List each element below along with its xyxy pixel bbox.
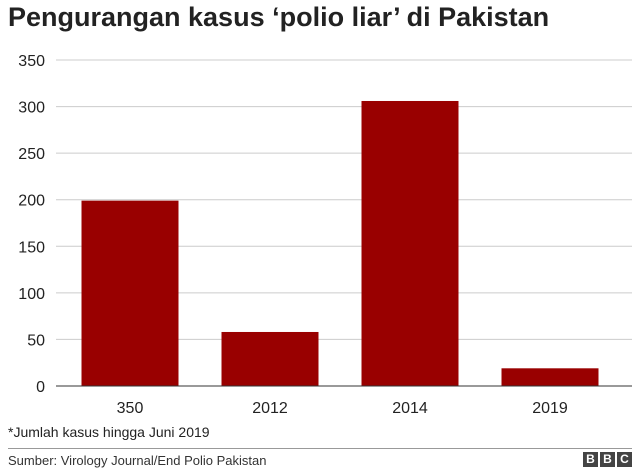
bar-2012 (221, 331, 319, 386)
y-tick-label: 150 (18, 239, 45, 256)
y-tick-label: 300 (18, 100, 45, 117)
y-tick-label: 350 (18, 53, 45, 70)
bars (81, 100, 599, 387)
x-tick-label: 350 (117, 400, 144, 417)
source-note: Sumber: Virology Journal/End Polio Pakis… (8, 453, 267, 468)
bar-2014 (361, 100, 459, 387)
logo-letter-b1: B (583, 452, 598, 467)
chart-title: Pengurangan kasus ‘polio liar’ di Pakist… (8, 2, 550, 32)
y-tick-label: 100 (18, 286, 45, 303)
footer-divider (8, 448, 632, 449)
x-axis-ticks: 350 2012 2014 2019 (117, 400, 568, 417)
x-tick-label: 2019 (532, 400, 568, 417)
y-axis-ticks: 0 50 100 150 200 250 300 350 (18, 53, 45, 396)
y-tick-label: 200 (18, 193, 45, 210)
logo-letter-c: C (617, 452, 632, 467)
bbc-logo: B B C (583, 452, 632, 467)
x-tick-label: 2014 (392, 400, 428, 417)
bar-2019 (501, 368, 599, 386)
bar-350 (81, 200, 179, 386)
y-tick-label: 250 (18, 146, 45, 163)
y-tick-label: 50 (27, 332, 45, 349)
x-tick-label: 2012 (252, 400, 288, 417)
footnote: *Jumlah kasus hingga Juni 2019 (8, 424, 210, 440)
bar-chart: 0 50 100 150 200 250 300 350 350 2012 2014 2019 (18, 53, 632, 417)
y-tick-label: 0 (36, 379, 45, 396)
logo-letter-b2: B (600, 452, 615, 467)
